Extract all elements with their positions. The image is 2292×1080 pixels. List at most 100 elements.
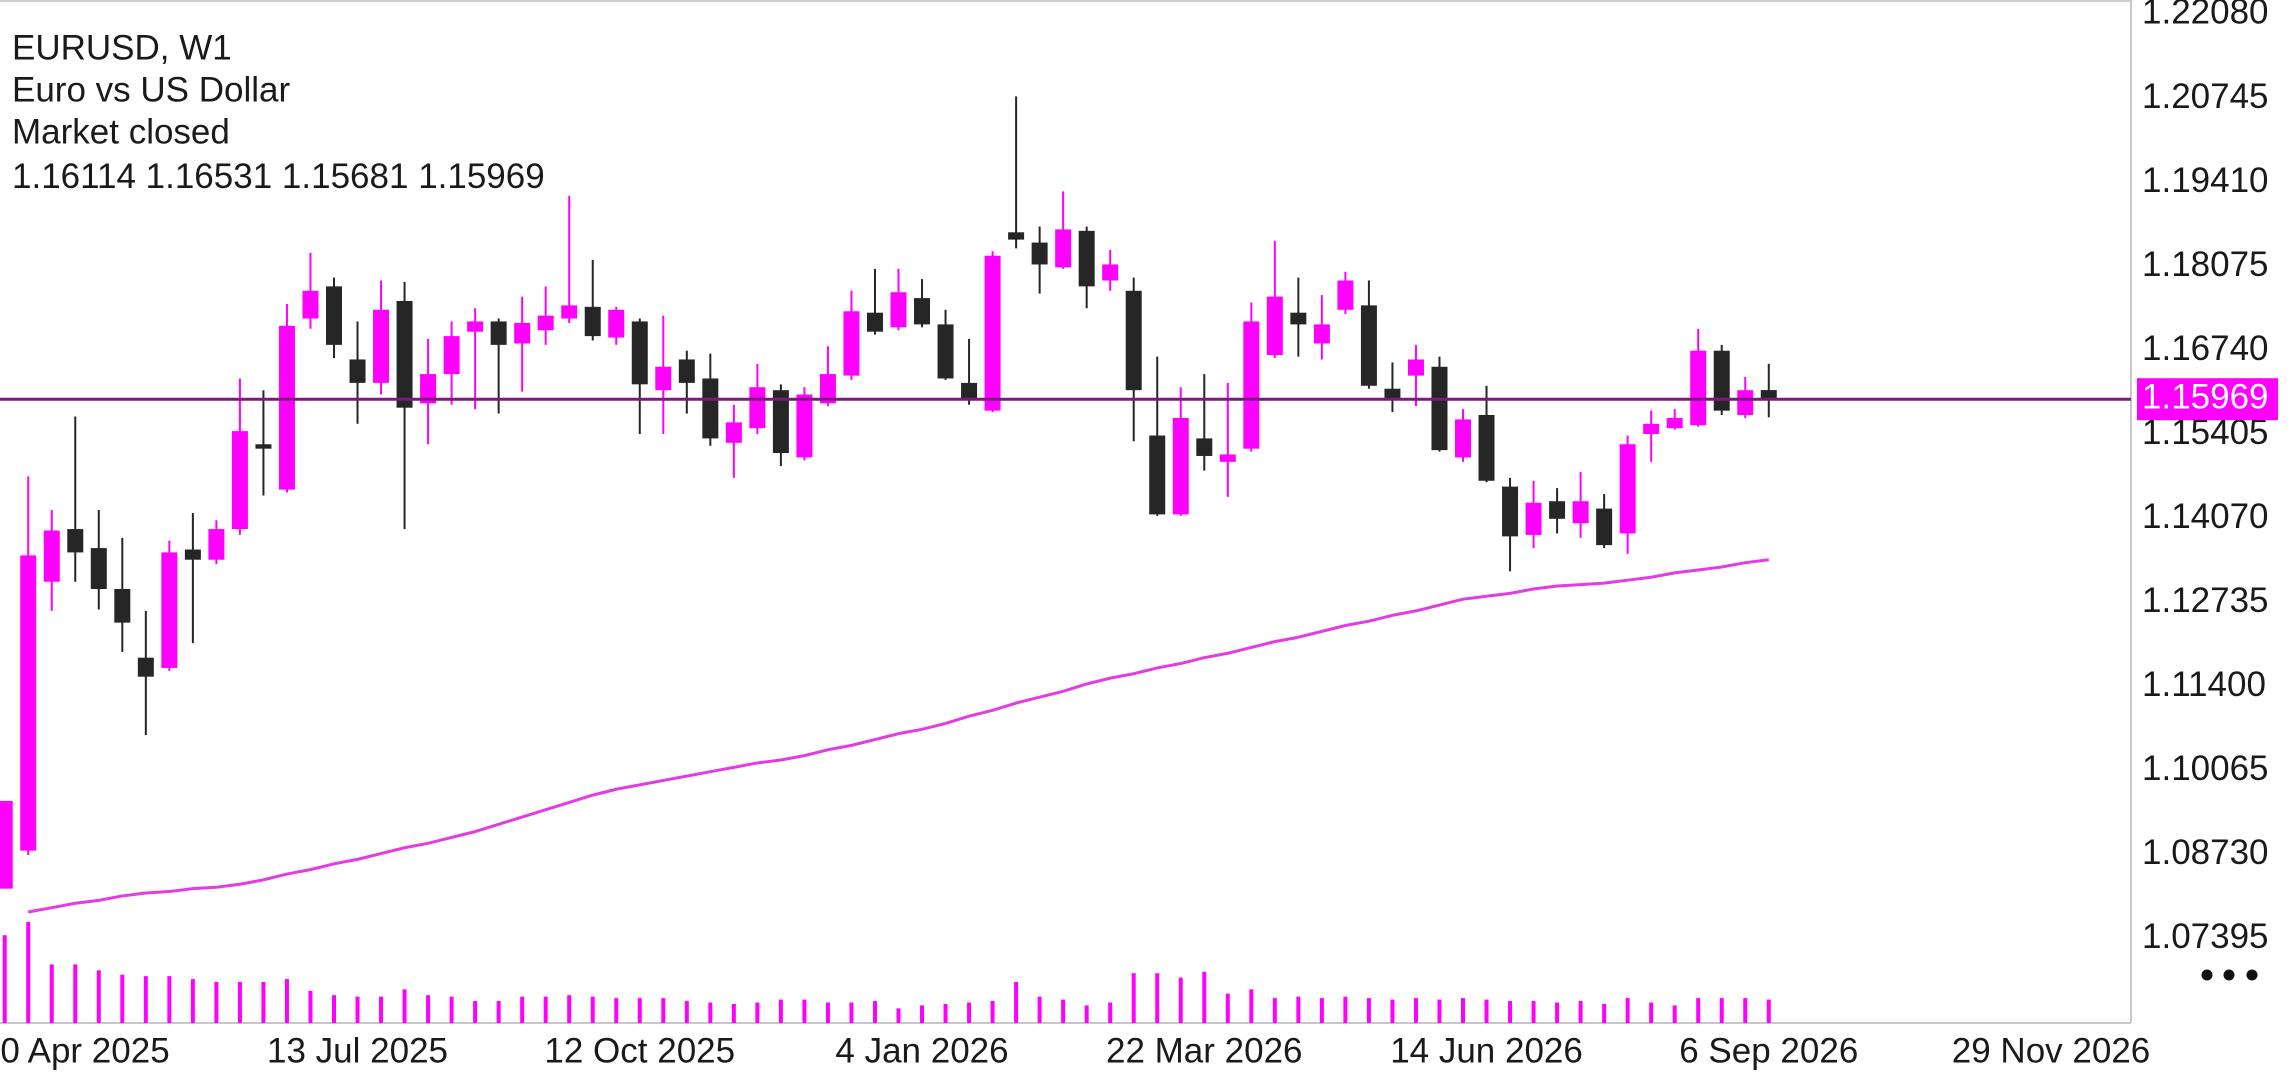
candle-body	[67, 529, 84, 553]
volume-bar	[1366, 998, 1371, 1023]
volume-bar	[473, 1001, 478, 1023]
candle-body	[631, 321, 648, 385]
candle-body	[1219, 454, 1236, 462]
candle-body	[866, 312, 883, 332]
candle-body	[1384, 388, 1401, 399]
volume-bar	[990, 1001, 995, 1023]
volume-bar	[778, 999, 783, 1023]
candle-body	[373, 309, 390, 383]
candle-body	[843, 311, 860, 376]
candle-body	[1643, 423, 1660, 435]
candle-body	[420, 374, 437, 404]
candle-body	[208, 529, 225, 560]
candle-body	[1196, 438, 1213, 456]
volume-bar	[1343, 996, 1348, 1023]
volume-bar	[1202, 971, 1207, 1023]
candle-body	[1313, 324, 1330, 344]
x-tick-label: 6 Sep 2026	[1679, 1031, 1858, 1070]
candle-body	[1008, 232, 1025, 240]
y-tick-label: 1.11400	[2142, 665, 2266, 704]
volume-bar	[1461, 998, 1466, 1023]
candle-body	[20, 555, 37, 851]
candle-body	[655, 366, 672, 391]
volume-bar	[849, 1002, 854, 1023]
volume-bar	[520, 996, 525, 1023]
candle-body	[490, 321, 507, 345]
candle-body	[1031, 242, 1048, 265]
candle-body	[43, 530, 60, 582]
volume-bar	[1037, 996, 1042, 1023]
ohlc-close: 1.15969	[418, 157, 545, 196]
volume-bar	[49, 964, 54, 1023]
volume-bar	[402, 989, 407, 1023]
candle-body	[514, 322, 531, 344]
volume-bar	[449, 996, 454, 1023]
volume-bar	[872, 1001, 877, 1023]
current-price-label: 1.15969	[2142, 377, 2269, 416]
volume-bar	[190, 979, 195, 1023]
x-tick-label: 29 Nov 2026	[1952, 1031, 2150, 1070]
candle-body	[443, 336, 460, 375]
volume-bar	[1672, 1005, 1677, 1023]
symbol-description: Euro vs US Dollar	[12, 70, 290, 109]
y-tick-label: 1.18075	[2142, 245, 2269, 284]
volume-bar	[1578, 1001, 1583, 1023]
volume-bar	[1390, 999, 1395, 1023]
candle-body	[1760, 390, 1777, 400]
volume-bar	[1696, 998, 1701, 1023]
candle-body	[1502, 486, 1519, 537]
volume-bar	[1014, 982, 1019, 1023]
candle-body	[302, 290, 319, 319]
volume-bar	[1743, 998, 1748, 1023]
candle-body	[1172, 417, 1189, 515]
candle-body	[561, 305, 578, 319]
volume-bar	[567, 995, 572, 1023]
candle-body	[161, 552, 178, 668]
y-tick-label: 1.12735	[2142, 581, 2269, 620]
volume-bar	[920, 1005, 925, 1023]
candle-body	[1149, 435, 1166, 515]
volume-bar	[825, 1002, 830, 1023]
volume-bar	[637, 998, 642, 1023]
ohlc-open: 1.16114	[12, 157, 136, 196]
y-tick-label: 1.14070	[2142, 497, 2269, 536]
volume-bar	[661, 998, 666, 1023]
volume-bar	[1555, 1002, 1560, 1023]
candle-body	[772, 390, 789, 454]
volume-bar	[2, 935, 7, 1023]
candle-body	[1407, 359, 1424, 376]
candle-body	[278, 325, 295, 490]
candle-body	[1337, 280, 1354, 310]
volume-bar	[1484, 999, 1489, 1023]
volume-bar	[284, 979, 289, 1023]
menu-dot	[2201, 969, 2213, 981]
candle-body	[467, 321, 484, 332]
volume-bar	[1437, 999, 1442, 1023]
plot-area	[0, 96, 2131, 1023]
volume-bar	[1413, 998, 1418, 1023]
ohlc-high: 1.16531	[146, 157, 273, 196]
y-axis: 1.220801.207451.194101.180751.167401.154…	[2137, 0, 2278, 956]
ohlc-low: 1.15681	[282, 157, 409, 196]
candle-body	[1713, 350, 1730, 411]
candle-body	[1078, 230, 1095, 287]
candle-body	[1572, 501, 1589, 524]
volume-bar	[1108, 1002, 1113, 1023]
candle-body	[1737, 390, 1754, 415]
candle-body	[749, 387, 766, 429]
candle-body	[725, 422, 742, 443]
volume-bar	[1508, 1001, 1513, 1023]
volume-bar	[237, 982, 242, 1023]
y-tick-label: 1.20745	[2142, 77, 2269, 116]
x-tick-label: 22 Mar 2026	[1106, 1031, 1303, 1070]
more-menu[interactable]	[2201, 969, 2258, 981]
candle-body	[1102, 264, 1119, 281]
volume-bar	[1766, 999, 1771, 1023]
volume-bar	[943, 1003, 948, 1023]
volume-bar	[1319, 998, 1324, 1023]
candle-body	[1455, 419, 1472, 458]
candle-body	[0, 800, 13, 889]
